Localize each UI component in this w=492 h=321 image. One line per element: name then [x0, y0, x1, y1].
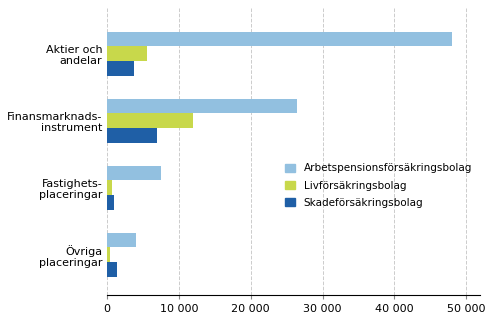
Bar	[107, 61, 134, 76]
Bar	[107, 47, 147, 61]
Bar	[107, 128, 157, 143]
Bar	[107, 262, 117, 277]
Bar	[107, 195, 114, 210]
Bar	[107, 180, 112, 195]
Bar	[107, 247, 110, 262]
Bar	[107, 166, 161, 180]
Bar	[107, 113, 193, 128]
Bar	[107, 99, 298, 113]
Bar	[107, 233, 136, 247]
Bar	[107, 32, 452, 47]
Legend: Arbetspensionsförsäkringsbolag, Livförsäkringsbolag, Skadeförsäkringsbolag: Arbetspensionsförsäkringsbolag, Livförsä…	[282, 160, 475, 211]
